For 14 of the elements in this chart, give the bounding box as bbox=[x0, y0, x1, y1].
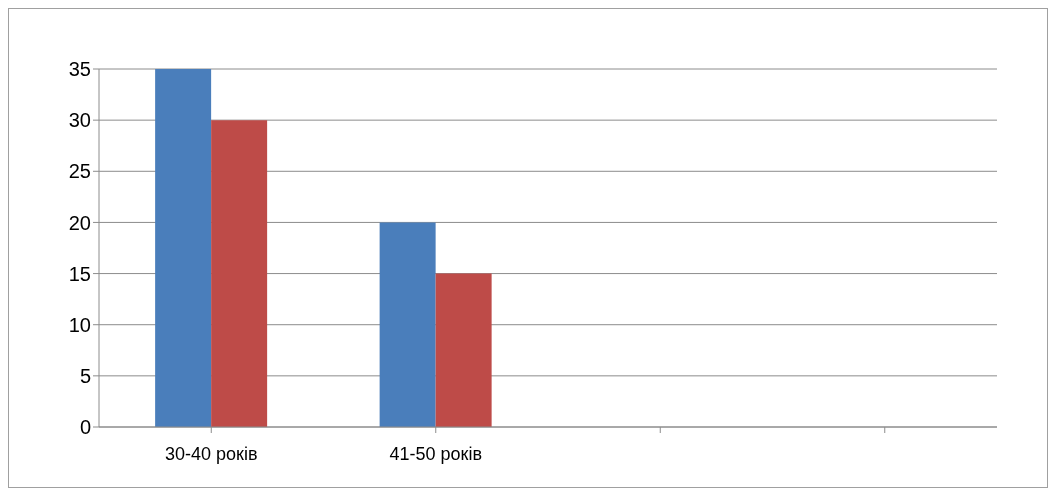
y-tick-label: 25 bbox=[68, 160, 91, 183]
bar bbox=[155, 69, 212, 427]
y-tick-label: 5 bbox=[79, 364, 91, 387]
y-tick-label: 15 bbox=[68, 262, 91, 285]
y-tick-label: 10 bbox=[68, 313, 91, 336]
x-tick-label: 41-50 років bbox=[389, 443, 482, 464]
bar bbox=[379, 222, 436, 427]
y-tick-label: 30 bbox=[68, 109, 91, 132]
y-tick-label: 35 bbox=[68, 58, 91, 81]
bar bbox=[435, 273, 492, 427]
bar bbox=[211, 120, 268, 427]
y-tick-label: 20 bbox=[68, 211, 91, 234]
x-tick-label: 30-40 років bbox=[165, 443, 258, 464]
y-tick-label: 0 bbox=[79, 416, 91, 439]
